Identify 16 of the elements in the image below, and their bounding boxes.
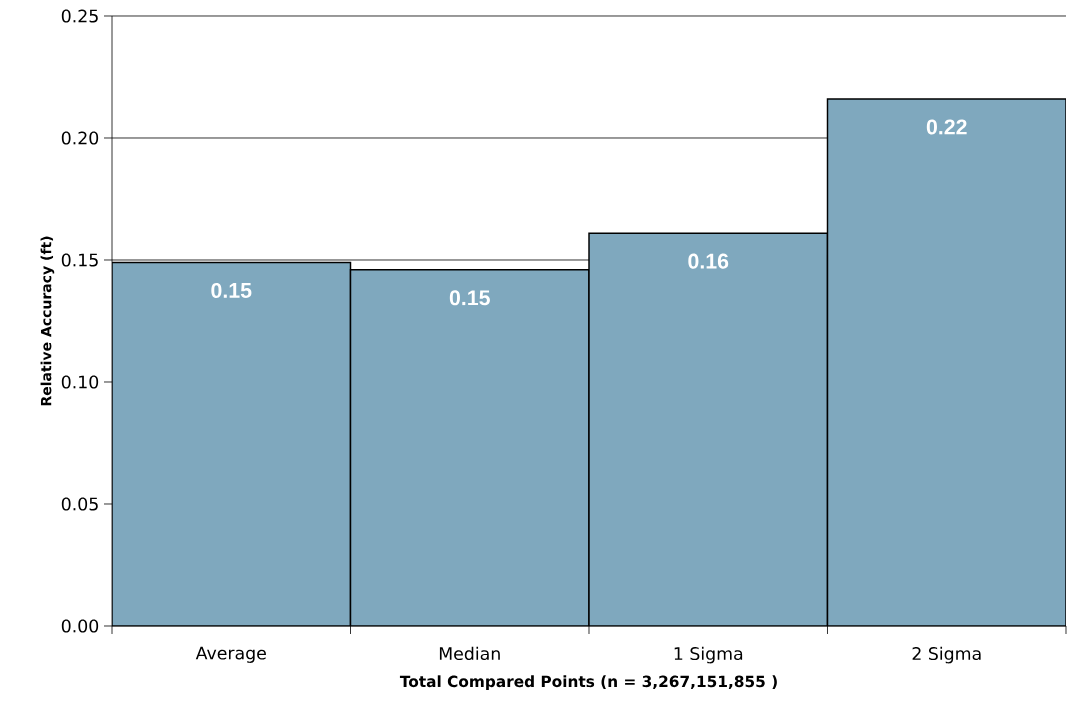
y-tick-label: 0.10	[61, 375, 99, 389]
data-label: 0.15	[449, 290, 490, 306]
y-tick-label: 0.25	[61, 9, 98, 23]
data-label: 0.22	[926, 119, 967, 135]
y-tick-label: 0.15	[61, 253, 98, 267]
x-axis-title: Total Compared Points (n = 3,267,151,855 )	[399, 675, 777, 691]
x-tick-label: Median	[439, 646, 500, 661]
y-tick-label: 0.20	[61, 131, 99, 145]
x-tick-label: 2 Sigma	[912, 646, 981, 664]
data-label: 0.15	[211, 282, 252, 298]
data-label: 0.16	[688, 253, 729, 269]
x-tick-label: 1 Sigma	[674, 646, 743, 664]
y-tick-label: 0.05	[61, 497, 98, 511]
x-tick-label: Average	[195, 646, 266, 663]
y-tick-label: 0.00	[61, 619, 99, 633]
y-axis-title: Relative Accuracy (ft)	[40, 236, 55, 406]
